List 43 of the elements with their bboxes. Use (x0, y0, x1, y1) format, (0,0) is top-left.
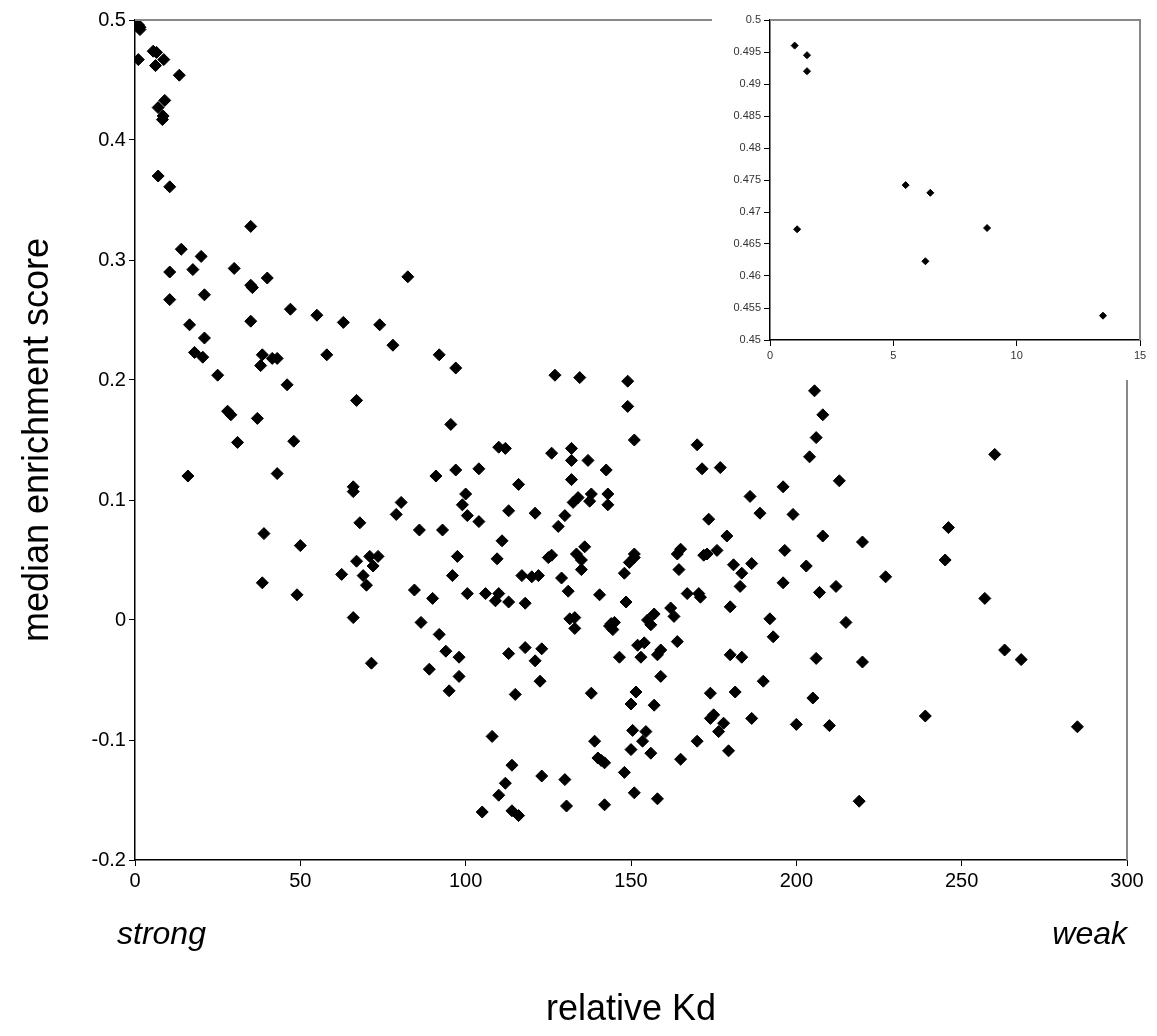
y-tick-label: 0.45 (739, 333, 761, 346)
y-tick-label: 0.485 (733, 109, 761, 122)
y-tick-label: 0.5 (745, 13, 761, 26)
x-tick-label: 300 (1110, 868, 1144, 891)
point (921, 257, 930, 266)
point (983, 224, 992, 232)
x-axis-title: relative Kd (545, 986, 717, 1028)
text: strong (117, 914, 207, 951)
point (790, 41, 799, 50)
point (926, 188, 935, 197)
point (793, 225, 802, 234)
x-tick-label: 15 (1133, 348, 1147, 361)
y-tick-label: 0.2 (98, 367, 126, 390)
x-tick-label: 5 (890, 348, 897, 361)
x-tick-label: 50 (289, 868, 312, 891)
y-tick-label: 0.465 (733, 237, 761, 250)
y-tick-label: 0.49 (739, 77, 761, 90)
x-tick-label: 250 (944, 868, 979, 891)
y-tick-label: 0.4 (98, 127, 126, 150)
x-tick-label: 200 (779, 868, 814, 891)
y-tick-label: 0 (114, 607, 126, 630)
x-tick-label: 100 (448, 868, 483, 891)
point (803, 67, 811, 76)
y-tick-label: 0.48 (739, 141, 761, 154)
y-tick-label: 0.475 (733, 173, 761, 186)
y-tick-label: 0.495 (733, 45, 761, 58)
y-tick-label: 0.1 (98, 487, 126, 510)
text: weak (1052, 914, 1129, 951)
y-axis-title: median enrichment score (14, 237, 56, 643)
y-tick-label: 0.5 (98, 7, 126, 30)
point (901, 181, 910, 190)
x-tick-label: 150 (614, 868, 648, 891)
y-tick-label: 0.3 (98, 247, 126, 270)
point (803, 51, 811, 60)
y-tick-label: -0.1 (91, 727, 126, 750)
y-tick-label: -0.2 (91, 847, 126, 870)
y-tick-label: 0.46 (739, 269, 761, 282)
x-tick-label: 0 (129, 868, 141, 891)
x-tick-label: 10 (1010, 348, 1023, 361)
y-tick-label: 0.455 (733, 301, 761, 314)
point (1099, 311, 1107, 320)
x-tick-label: 0 (766, 348, 774, 361)
y-tick-label: 0.47 (739, 205, 761, 218)
